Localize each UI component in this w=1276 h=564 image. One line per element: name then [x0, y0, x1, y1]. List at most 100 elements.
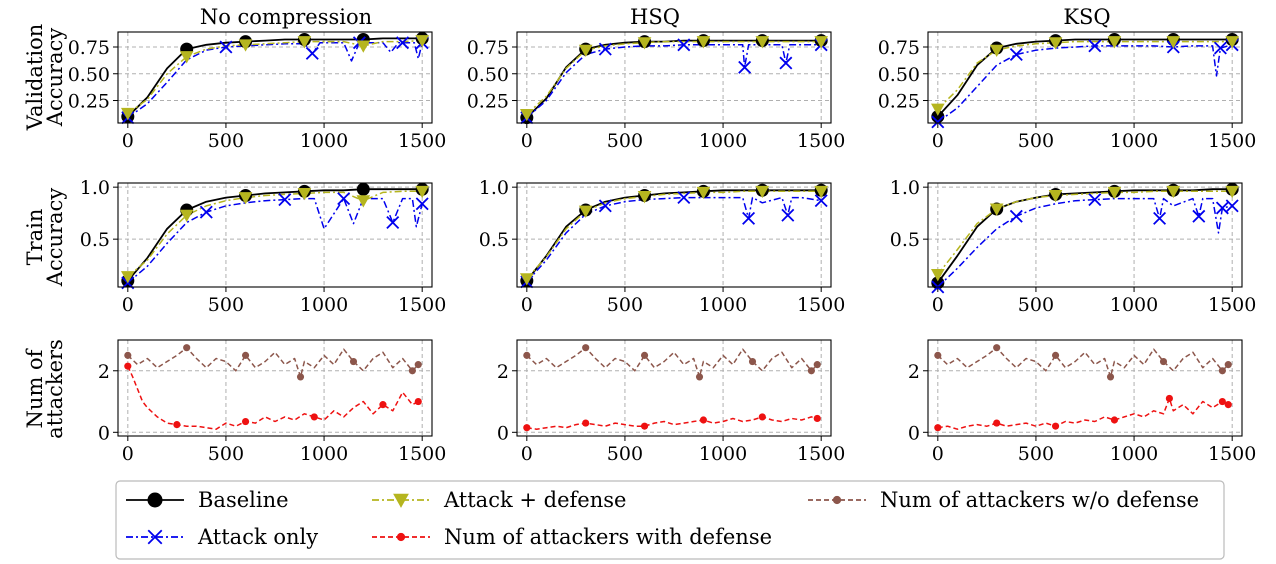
series-point-attack-only	[738, 60, 752, 74]
series-point-num-of-attackers-with-defense	[993, 419, 1001, 427]
series-point-attack-only	[1225, 199, 1239, 213]
series-line-attack-only	[127, 41, 423, 119]
series-line-attack-only	[937, 197, 1233, 287]
y-tick-label: 0.5	[80, 229, 110, 251]
series-point-attack-defense	[415, 35, 430, 48]
series-point-attack-defense	[696, 186, 711, 200]
x-tick-label: 500	[607, 130, 643, 152]
panel-r2-c0-plot-area	[127, 346, 419, 430]
panel-r1-c2-background	[928, 183, 1242, 287]
series-point-num-of-attackers-with-defense	[173, 421, 181, 429]
series-point-num-of-attackers-w-o-defense	[296, 373, 305, 381]
legend-label: Num of attackers with defense	[444, 525, 772, 549]
column-title-ksq: KSQ	[1063, 5, 1110, 29]
panel-r1-c1-frame	[516, 182, 832, 288]
series-line-num-of-attackers-with-defense	[127, 365, 419, 430]
series-point-num-of-attackers-with-defense	[1051, 422, 1060, 430]
series-line-num-of-attackers-with-defense	[526, 416, 818, 430]
series-point-attack-defense	[179, 51, 194, 64]
series-line-attack-only	[937, 44, 1233, 123]
legend-swatch-marker	[832, 495, 842, 505]
x-tick-label: 1000	[1110, 130, 1158, 152]
panel-r1-c2: 0 500 1000 1500 0.5 1.0	[890, 177, 1257, 316]
x-tick-label: 1000	[1110, 443, 1158, 465]
panel-r0-c2-background	[928, 32, 1242, 123]
series-line-attack-defense	[937, 40, 1233, 110]
series-point-attack-defense	[238, 39, 253, 52]
series-point-num-of-attackers-w-o-defense	[414, 361, 422, 369]
series-point-attack-only	[677, 38, 691, 52]
x-tick-label: 1500	[398, 443, 446, 465]
series-point-baseline	[356, 182, 370, 196]
y-tick-label: 0	[497, 422, 509, 444]
series-point-attack-defense	[297, 187, 312, 201]
panel-r2-c1-background	[517, 340, 831, 436]
series-point-attack-defense	[356, 40, 371, 53]
series-point-attack-defense	[356, 195, 371, 208]
legend-items: Baseline Attack only Attack + defense Num o…	[126, 488, 1199, 549]
panel-r2-c2-frame	[927, 339, 1243, 437]
series-point-num-of-attackers-w-o-defense	[349, 357, 358, 366]
legend-entry-num-of-attackers-with-defense: Num of attackers with defense	[372, 525, 772, 549]
x-tick-label: 0	[521, 294, 533, 316]
series-point-num-of-attackers-with-defense	[758, 413, 766, 421]
series-line-num-of-attackers-w-o-defense	[127, 346, 419, 378]
y-tick-label: 0.5	[890, 229, 920, 251]
legend-label: Attack + defense	[443, 488, 626, 512]
panel-r0-c2-frame	[927, 31, 1243, 124]
series-point-attack-only	[1088, 39, 1102, 53]
series-point-attack-defense	[120, 271, 135, 284]
series-point-num-of-attackers-with-defense	[640, 422, 649, 430]
panel-r1-c0-plot-area	[127, 188, 423, 284]
panel-r0-c1: 0 500 1000 1500 0.25 0.50 0.75	[467, 31, 845, 152]
series-point-attack-defense	[1166, 185, 1181, 199]
series-point-num-of-attackers-w-o-defense	[1106, 373, 1115, 381]
x-tick-label: 1500	[1208, 443, 1256, 465]
series-point-num-of-attackers-w-o-defense	[1224, 361, 1232, 369]
series-point-num-of-attackers-with-defense	[523, 424, 531, 432]
series-point-attack-only	[598, 42, 612, 56]
series-point-attack-defense	[1048, 190, 1063, 203]
x-tick-label: 1500	[1208, 294, 1256, 316]
series-point-attack-only	[1213, 41, 1227, 55]
series-point-attack-defense	[755, 185, 770, 199]
series-line-num-of-attackers-w-o-defense	[937, 346, 1229, 378]
panel-r1-c2-plot-area	[937, 188, 1233, 287]
series-point-attack-defense	[1048, 37, 1063, 50]
series-line-attack-only	[127, 197, 423, 284]
y-tick-label: 2	[908, 361, 920, 383]
y-tick-label: 0.50	[467, 64, 509, 86]
x-tick-label: 1500	[797, 294, 845, 316]
x-tick-label: 0	[122, 294, 134, 316]
row-ylabel-attackers-l2: attackers	[43, 339, 67, 439]
series-point-attack-defense	[814, 185, 829, 199]
series-point-num-of-attackers-with-defense	[1218, 397, 1226, 406]
x-tick-label: 1000	[699, 294, 747, 316]
legend-entry-attack-defense: Attack + defense	[372, 488, 626, 512]
series-point-attack-defense	[1107, 186, 1122, 200]
y-tick-label: 0.5	[479, 229, 509, 251]
series-line-attack-defense	[127, 190, 423, 278]
x-tick-label: 500	[1018, 294, 1054, 316]
series-line-baseline	[127, 188, 423, 282]
series-point-attack-defense	[930, 103, 945, 116]
x-tick-label: 0	[932, 130, 944, 152]
x-tick-label: 500	[607, 294, 643, 316]
x-tick-label: 1000	[300, 294, 348, 316]
row-ylabel-train-l1: Train	[23, 209, 47, 266]
series-point-num-of-attackers-w-o-defense	[183, 344, 191, 352]
series-point-attack-defense	[120, 107, 135, 121]
y-tick-label: 0	[98, 422, 110, 444]
series-point-attack-defense	[238, 192, 253, 205]
y-tick-label: 2	[98, 361, 110, 383]
series-point-attack-defense	[989, 203, 1004, 216]
series-point-attack-only	[199, 205, 213, 219]
series-point-num-of-attackers-w-o-defense	[241, 351, 250, 359]
series-point-num-of-attackers-w-o-defense	[934, 351, 942, 359]
series-point-num-of-attackers-w-o-defense	[813, 361, 821, 369]
series-point-attack-only	[219, 40, 233, 54]
panel-r1-c0: 0 500 1000 1500 0.5 1.0	[80, 177, 447, 316]
legend-swatch-marker	[393, 493, 409, 508]
